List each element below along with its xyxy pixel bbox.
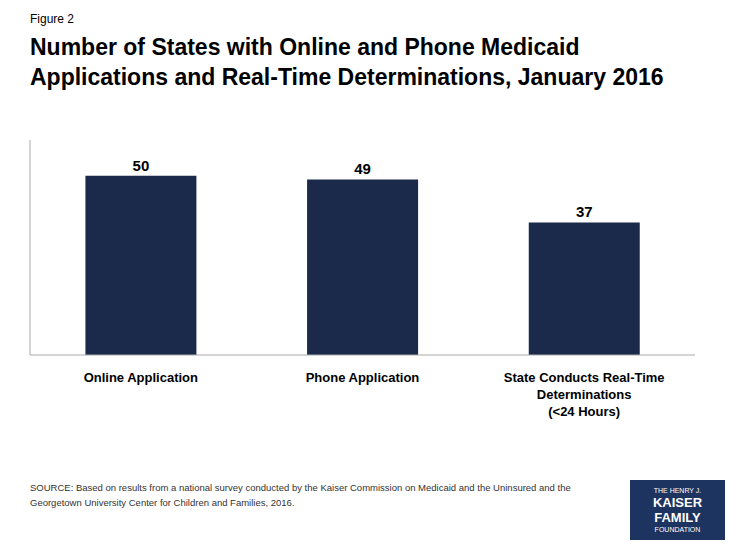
- svg-text:Phone Application: Phone Application: [306, 370, 420, 385]
- html-text:FAMILY: FAMILY: [654, 510, 701, 525]
- html-text:FOUNDATION: FOUNDATION: [654, 526, 701, 533]
- html-text:THE HENRY J.: THE HENRY J.: [653, 487, 702, 494]
- svg-text:State Conducts Real-TimeDeterm: State Conducts Real-TimeDeterminations(<…: [504, 370, 665, 419]
- html-text:Number of States with Online a: Number of States with Online and Phone M…: [30, 34, 580, 60]
- svg-text:50: 50: [133, 157, 150, 174]
- html-text:Applications and Real-Time Det: Applications and Real-Time Determination…: [30, 64, 664, 90]
- svg-text:37: 37: [576, 203, 593, 220]
- html-text:Figure 2: Figure 2: [30, 12, 74, 26]
- html-text:KAISER: KAISER: [652, 495, 703, 510]
- svg-text:Online Application: Online Application: [84, 370, 198, 385]
- svg-text:49: 49: [354, 160, 371, 177]
- html-text:SOURCE: Based on results from: SOURCE: Based on results from a national…: [30, 482, 571, 508]
